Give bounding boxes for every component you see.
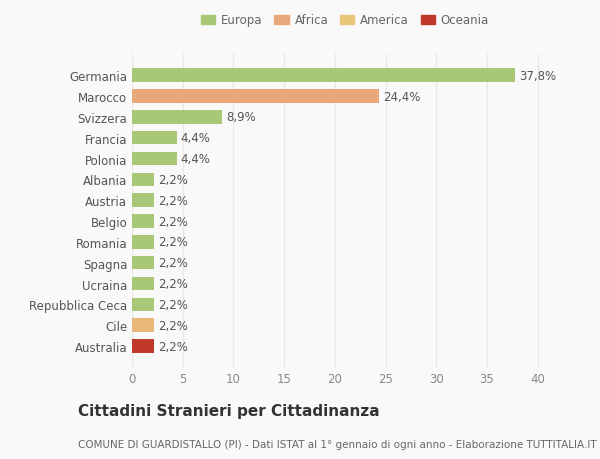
Bar — [132, 90, 379, 104]
Text: 37,8%: 37,8% — [520, 69, 557, 83]
Bar — [132, 69, 515, 83]
Text: 2,2%: 2,2% — [158, 194, 188, 207]
Bar — [132, 340, 154, 353]
Text: 2,2%: 2,2% — [158, 277, 188, 291]
Bar — [132, 132, 176, 145]
Text: 4,4%: 4,4% — [181, 132, 211, 145]
Text: 2,2%: 2,2% — [158, 215, 188, 228]
Bar — [132, 257, 154, 270]
Bar — [132, 173, 154, 187]
Text: 2,2%: 2,2% — [158, 298, 188, 311]
Text: 2,2%: 2,2% — [158, 174, 188, 186]
Bar — [132, 215, 154, 228]
Text: 2,2%: 2,2% — [158, 236, 188, 249]
Text: 2,2%: 2,2% — [158, 257, 188, 269]
Text: 4,4%: 4,4% — [181, 153, 211, 166]
Text: COMUNE DI GUARDISTALLO (PI) - Dati ISTAT al 1° gennaio di ogni anno - Elaborazio: COMUNE DI GUARDISTALLO (PI) - Dati ISTAT… — [78, 440, 596, 449]
Bar — [132, 152, 176, 166]
Text: 8,9%: 8,9% — [226, 111, 256, 124]
Text: 2,2%: 2,2% — [158, 340, 188, 353]
Bar — [132, 277, 154, 291]
Text: 2,2%: 2,2% — [158, 319, 188, 332]
Bar — [132, 235, 154, 249]
Text: Cittadini Stranieri per Cittadinanza: Cittadini Stranieri per Cittadinanza — [78, 403, 380, 419]
Bar — [132, 111, 222, 124]
Bar — [132, 298, 154, 312]
Text: 24,4%: 24,4% — [383, 90, 421, 103]
Bar — [132, 194, 154, 207]
Bar — [132, 319, 154, 332]
Legend: Europa, Africa, America, Oceania: Europa, Africa, America, Oceania — [201, 14, 489, 27]
